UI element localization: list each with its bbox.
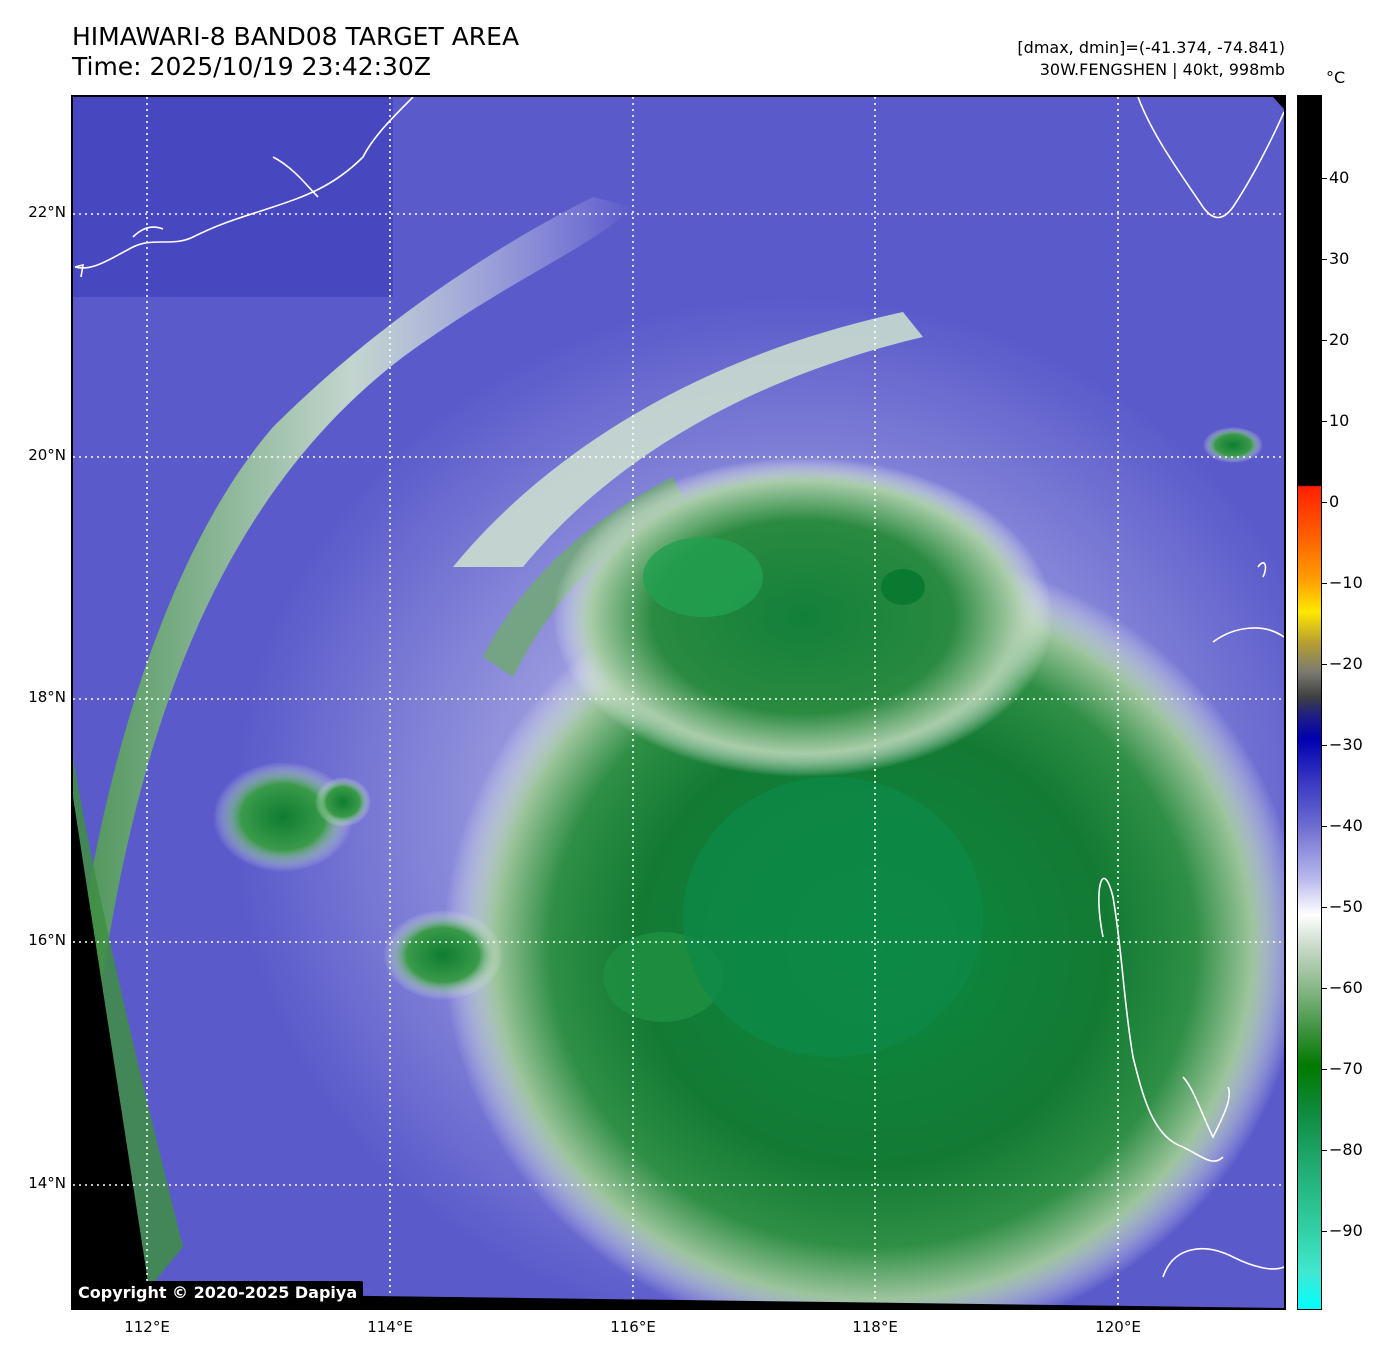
lon-label-116e: 116°E: [610, 1318, 656, 1336]
colorbar-tick: [1322, 259, 1327, 260]
colorbar-tick: [1322, 1150, 1327, 1151]
colorbar-tick: [1322, 907, 1327, 908]
colorbar-tick-label: −80: [1329, 1140, 1363, 1159]
lat-label-14n: 14°N: [28, 1174, 66, 1192]
copyright-notice: Copyright © 2020-2025 Dapiya: [72, 1281, 364, 1304]
colorbar-tick-label: −30: [1329, 735, 1363, 754]
colorbar-tick: [1322, 664, 1327, 665]
colorbar-tick-label: −40: [1329, 816, 1363, 835]
storm-info-label: 30W.FENGSHEN | 40kt, 998mb: [1039, 60, 1285, 79]
data-range-label: [dmax, dmin]=(-41.374, -74.841): [1017, 38, 1285, 57]
colorbar-tick: [1322, 502, 1327, 503]
spiral-band: [453, 312, 923, 567]
colorbar-tick: [1322, 988, 1327, 989]
graticule: [73, 97, 1284, 1308]
colorbar-tick-label: 30: [1329, 249, 1350, 268]
chart-title: HIMAWARI-8 BAND08 TARGET AREA: [72, 22, 520, 51]
lon-label-114e: 114°E: [367, 1318, 413, 1336]
lat-label-18n: 18°N: [28, 688, 66, 706]
satellite-map: [71, 95, 1286, 1310]
colorbar-tick-label: −20: [1329, 654, 1363, 673]
colorbar-tick-label: −70: [1329, 1059, 1363, 1078]
colorbar-tick: [1322, 745, 1327, 746]
colorbar-tick: [1322, 583, 1327, 584]
colorbar-tick-label: 10: [1329, 411, 1350, 430]
isolated-cell-south: [383, 910, 503, 1000]
western-rainband: [73, 197, 633, 1147]
chart-time: Time: 2025/10/19 23:42:30Z: [72, 52, 431, 81]
northern-convection: [553, 457, 1053, 777]
colorbar-tick-label: 40: [1329, 168, 1350, 187]
colorbar-tick: [1322, 340, 1327, 341]
isolated-cell-west: [213, 762, 353, 872]
lat-label-16n: 16°N: [28, 931, 66, 949]
colorbar-tick: [1322, 1069, 1327, 1070]
temperature-colorbar: [1297, 95, 1322, 1310]
colorbar-tick-label: 0: [1329, 492, 1340, 511]
lat-label-22n: 22°N: [28, 203, 66, 221]
colorbar-tick-label: −50: [1329, 897, 1363, 916]
colorbar-tick: [1322, 1231, 1327, 1232]
no-data-region: [73, 797, 148, 1308]
colorbar-tick: [1322, 421, 1327, 422]
colorbar-tick-label: −60: [1329, 978, 1363, 997]
coastlines: [74, 97, 1284, 1278]
colorbar-tick-label: −10: [1329, 573, 1363, 592]
colorbar-tick-label: −90: [1329, 1221, 1363, 1240]
lat-label-20n: 20°N: [28, 446, 66, 464]
satellite-imagery: [73, 97, 1284, 1308]
lon-label-120e: 120°E: [1095, 1318, 1141, 1336]
colorbar-tick: [1322, 178, 1327, 179]
lon-label-112e: 112°E: [124, 1318, 170, 1336]
colorbar-tick: [1322, 826, 1327, 827]
lon-label-118e: 118°E: [852, 1318, 898, 1336]
colorbar-unit: °C: [1326, 68, 1346, 87]
colorbar-tick-label: 20: [1329, 330, 1350, 349]
